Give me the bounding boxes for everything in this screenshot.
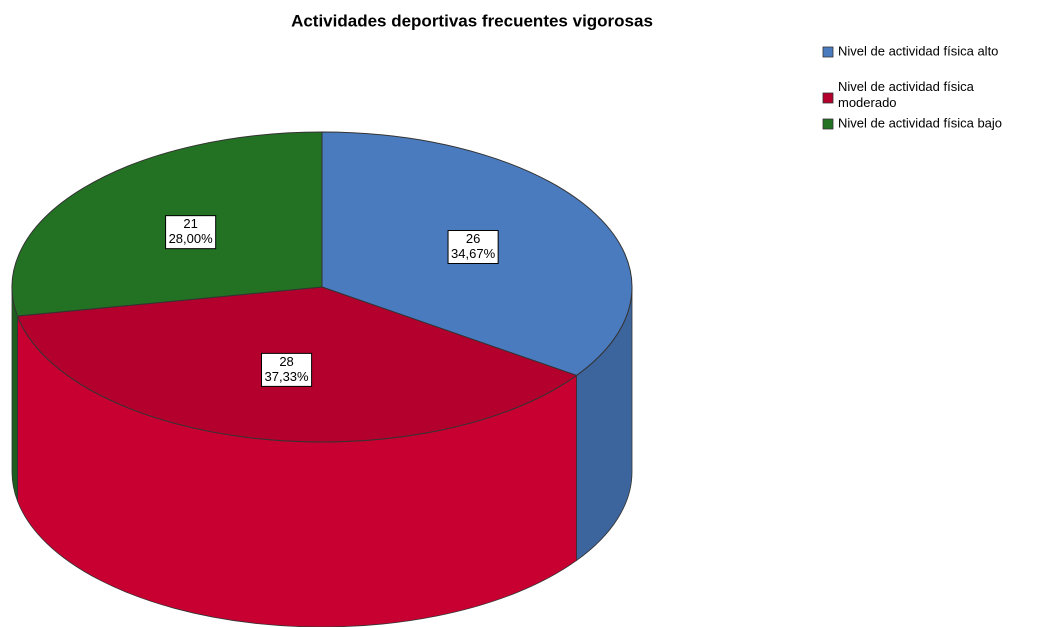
- data-label-percent: 37,33%: [265, 369, 310, 384]
- data-label-percent: 34,67%: [451, 246, 496, 261]
- legend-swatch: [822, 118, 834, 130]
- slice-side: [11, 286, 18, 502]
- legend-line: moderado: [838, 95, 897, 110]
- data-label-box: [261, 352, 313, 387]
- legend-label: Nivel de actividad física alto: [838, 43, 998, 58]
- data-label-percent: 28,00%: [169, 231, 214, 246]
- legend-swatch: [822, 46, 834, 58]
- legend-swatch: [822, 92, 834, 104]
- legend-label: Nivel de actividad física bajo: [838, 115, 1002, 130]
- data-label-count: 21: [183, 216, 197, 231]
- data-label-count: 26: [466, 231, 480, 246]
- legend-label: Nivel de actividad física moderado: [838, 79, 975, 110]
- legend-line: Nivel de actividad física: [838, 79, 975, 94]
- data-label-box: [447, 230, 499, 265]
- data-label-box: [165, 215, 217, 250]
- chart-title: Actividades deportivas frecuentes vigoro…: [291, 11, 653, 30]
- data-label-count: 28: [279, 354, 293, 369]
